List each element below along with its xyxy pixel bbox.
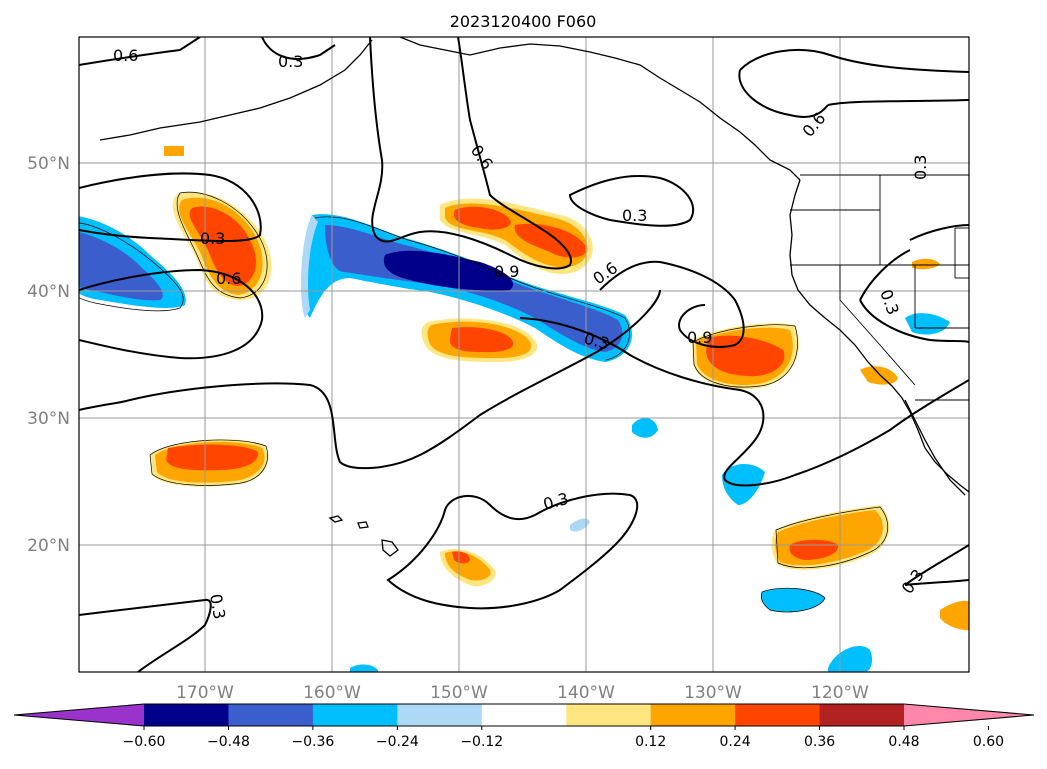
positive-anomaly-shading	[150, 146, 969, 631]
colorbar-tick-label: 0.24	[720, 734, 751, 750]
colorbar-segment	[819, 704, 905, 726]
state-borders	[790, 174, 969, 401]
colorbar-segment	[228, 704, 314, 726]
contour-label: 0.9	[687, 328, 712, 347]
contour-label: 0.3	[206, 592, 229, 620]
contour-label: 0.3	[200, 229, 225, 248]
colorbar-extend-low	[14, 704, 144, 726]
colorbar-segment	[312, 704, 398, 726]
colorbar-tick-label: −0.12	[460, 734, 503, 750]
colorbar-tick-label: −0.48	[207, 734, 250, 750]
lon-label: 130°W	[684, 683, 742, 703]
colorbar-segment	[566, 704, 652, 726]
contour-label: 0.6	[113, 46, 138, 65]
colorbar-tick-label: 0.36	[804, 734, 835, 750]
lon-label: 120°W	[811, 683, 869, 703]
longitude-labels: 170°W 160°W 150°W 140°W 130°W 120°W	[176, 683, 869, 703]
graticule	[79, 37, 969, 672]
contour-label: 0.6	[216, 269, 241, 288]
coastlines	[99, 37, 969, 557]
negative-anomaly-shading	[79, 214, 950, 672]
colorbar-tick-label: −0.24	[376, 734, 419, 750]
map-area: 0.6 0.3 0.6 0.3 0.3 0.6 0.9 0.3 0.6 0.3 …	[79, 37, 969, 672]
colorbar-extend-high	[904, 704, 1034, 726]
colorbar-tick-label: 0.12	[635, 734, 666, 750]
colorbar-segment	[481, 704, 567, 726]
lat-label: 40°N	[27, 282, 70, 302]
figure-title: 2023120400 F060	[450, 12, 597, 31]
lat-label: 30°N	[27, 409, 70, 429]
latitude-labels: 50°N 40°N 30°N 20°N	[27, 154, 70, 556]
lon-label: 150°W	[430, 683, 488, 703]
colorbar-segment	[397, 704, 483, 726]
map-frame	[78, 36, 970, 673]
contour-label: 0.9	[494, 262, 519, 281]
contour-label: 0.3	[278, 52, 303, 71]
colorbar-tick-label: −0.36	[291, 734, 334, 750]
contour-label: 0.3	[911, 155, 930, 180]
lon-label: 170°W	[176, 683, 234, 703]
shading-outlines	[79, 191, 888, 613]
lat-label: 20°N	[27, 536, 70, 556]
colorbar-tick-label: 0.48	[888, 734, 919, 750]
colorbar-segment	[735, 704, 821, 726]
contour-lines	[79, 37, 969, 672]
colorbar-tick-label: −0.60	[123, 734, 166, 750]
contour-label: 0.3	[622, 206, 647, 225]
colorbar: −0.60 −0.48 −0.36 −0.24 −0.12 0.12 0.24 0.36 0.4…	[13, 703, 1035, 750]
colorbar-segment	[144, 704, 229, 726]
colorbar-tick-label: 0.60	[973, 734, 1004, 750]
colorbar-segment	[650, 704, 736, 726]
lon-label: 140°W	[557, 683, 615, 703]
lon-label: 160°W	[303, 683, 361, 703]
lat-label: 50°N	[27, 154, 70, 174]
